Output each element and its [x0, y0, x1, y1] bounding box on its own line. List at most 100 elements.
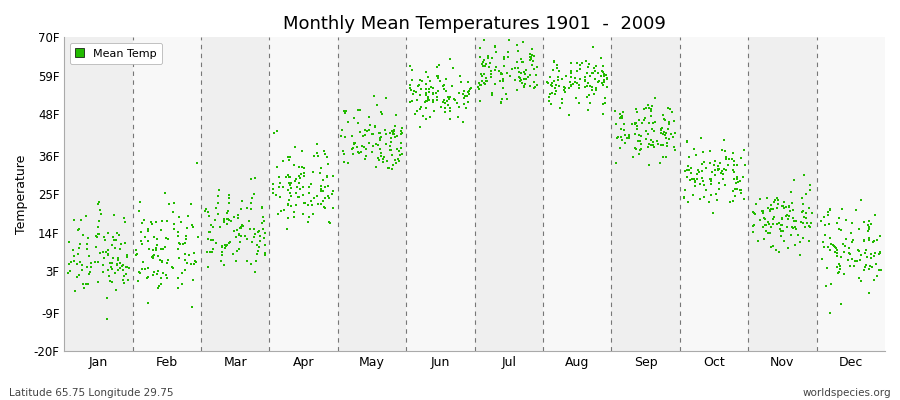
Point: [644, 102, 659, 109]
Point: [166, 209, 180, 215]
Point: [681, 198, 696, 205]
Point: [540, 78, 554, 85]
Point: [500, 49, 515, 55]
Point: [668, 147, 682, 153]
Point: [824, 280, 838, 287]
Point: [479, 60, 493, 67]
Point: [284, 174, 298, 180]
Point: [758, 222, 772, 228]
Point: [223, 239, 238, 245]
Point: [711, 166, 725, 173]
Point: [728, 193, 742, 199]
Point: [833, 263, 848, 269]
Point: [292, 180, 306, 186]
Point: [477, 37, 491, 43]
Point: [497, 56, 511, 62]
Point: [564, 60, 579, 67]
Point: [857, 237, 871, 244]
Point: [403, 87, 418, 94]
Point: [283, 157, 297, 164]
Point: [258, 230, 273, 237]
Point: [283, 190, 297, 196]
Point: [418, 91, 433, 98]
Point: [760, 194, 774, 201]
Point: [405, 77, 419, 84]
Point: [581, 80, 596, 87]
Point: [657, 129, 671, 135]
Point: [341, 119, 356, 125]
Point: [150, 268, 165, 275]
Point: [678, 187, 692, 193]
Point: [757, 214, 771, 221]
Point: [73, 241, 87, 248]
Point: [117, 273, 131, 279]
Point: [682, 177, 697, 183]
Point: [414, 86, 428, 92]
Point: [353, 107, 367, 114]
Point: [346, 146, 360, 152]
Point: [477, 63, 491, 69]
Point: [869, 261, 884, 267]
Point: [627, 120, 642, 126]
Point: [256, 214, 270, 220]
Point: [244, 200, 258, 206]
Point: [580, 64, 595, 70]
Point: [368, 123, 382, 129]
Point: [823, 206, 837, 213]
Point: [161, 201, 176, 208]
Point: [710, 197, 724, 203]
Point: [322, 219, 337, 226]
Point: [352, 150, 366, 156]
Point: [291, 194, 305, 200]
Point: [814, 218, 828, 224]
Point: [310, 150, 324, 156]
Point: [281, 201, 295, 208]
Point: [638, 136, 652, 142]
Point: [160, 275, 175, 281]
Point: [666, 144, 680, 150]
Point: [702, 160, 716, 166]
Point: [407, 88, 421, 94]
Point: [762, 221, 777, 227]
Point: [828, 245, 842, 252]
Point: [103, 278, 117, 284]
Point: [860, 228, 875, 234]
Point: [252, 244, 266, 251]
Point: [386, 162, 400, 168]
Point: [546, 78, 561, 84]
Point: [270, 164, 284, 170]
Point: [646, 139, 661, 145]
Point: [297, 200, 311, 206]
Point: [578, 76, 592, 83]
Point: [648, 119, 662, 126]
Point: [380, 157, 394, 164]
Point: [185, 276, 200, 283]
Point: [118, 240, 132, 246]
Point: [103, 260, 117, 266]
Point: [445, 82, 459, 89]
Point: [134, 238, 148, 245]
Point: [495, 76, 509, 82]
Point: [357, 132, 372, 138]
Point: [663, 131, 678, 137]
Point: [215, 249, 230, 256]
Point: [75, 262, 89, 268]
Point: [796, 235, 810, 242]
Point: [158, 189, 173, 196]
Point: [585, 86, 599, 93]
Point: [145, 254, 159, 260]
Point: [614, 134, 628, 141]
Point: [862, 266, 877, 272]
Point: [853, 278, 868, 284]
Point: [338, 134, 352, 140]
Point: [753, 196, 768, 202]
Point: [358, 127, 373, 133]
Point: [834, 226, 849, 233]
Point: [629, 106, 643, 112]
Point: [418, 85, 433, 92]
Point: [662, 136, 676, 142]
Point: [418, 99, 432, 106]
Point: [314, 165, 328, 172]
Point: [181, 212, 195, 219]
Point: [292, 175, 307, 181]
